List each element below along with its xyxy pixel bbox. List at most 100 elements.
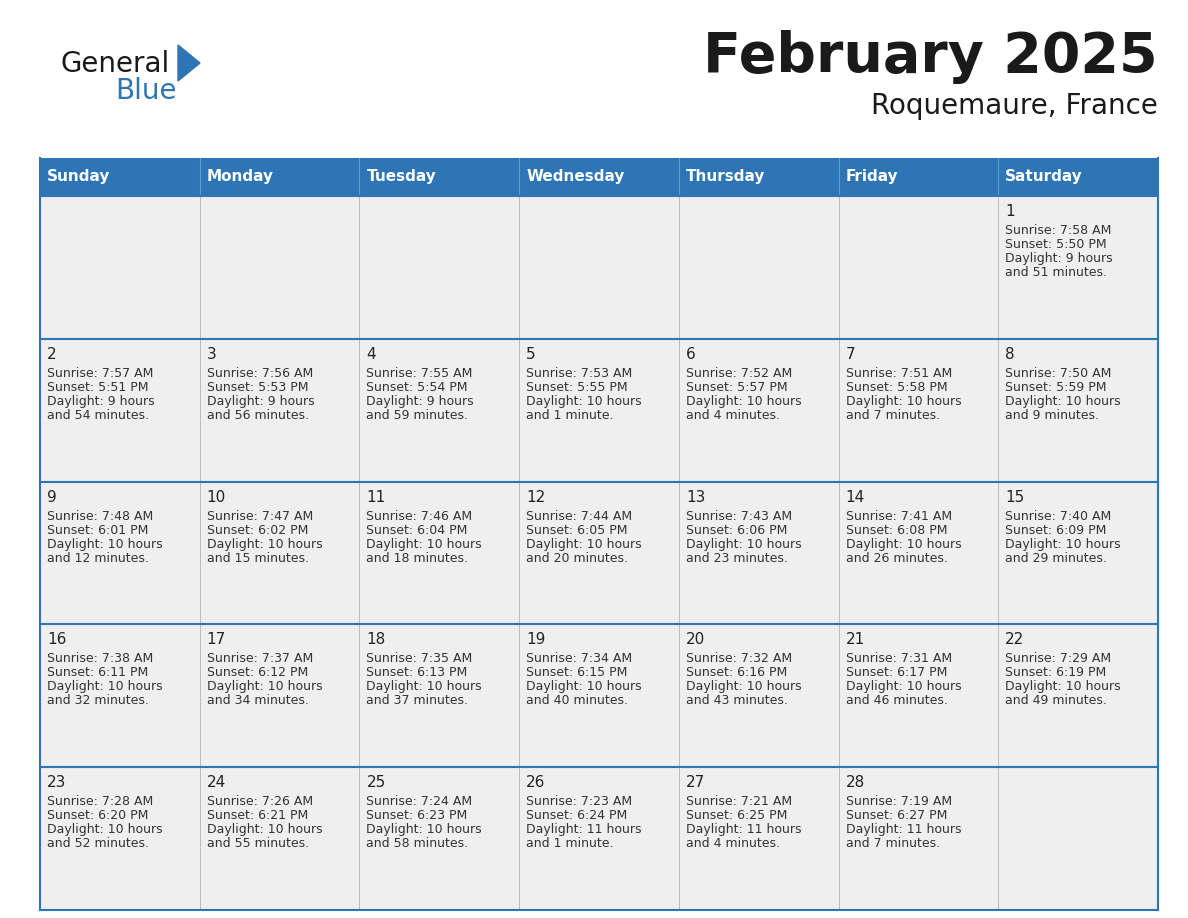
Text: Sunrise: 7:46 AM: Sunrise: 7:46 AM: [366, 509, 473, 522]
Text: 20: 20: [685, 633, 706, 647]
Text: Sunrise: 7:28 AM: Sunrise: 7:28 AM: [48, 795, 153, 808]
Text: Sunset: 6:24 PM: Sunset: 6:24 PM: [526, 809, 627, 823]
Text: Blue: Blue: [115, 77, 177, 105]
Text: Sunset: 6:12 PM: Sunset: 6:12 PM: [207, 666, 308, 679]
Text: Sunset: 5:51 PM: Sunset: 5:51 PM: [48, 381, 148, 394]
Text: Monday: Monday: [207, 170, 273, 185]
Text: Sunday: Sunday: [48, 170, 110, 185]
Text: 18: 18: [366, 633, 386, 647]
Text: Daylight: 10 hours: Daylight: 10 hours: [1005, 680, 1121, 693]
Text: Sunrise: 7:24 AM: Sunrise: 7:24 AM: [366, 795, 473, 808]
Text: 25: 25: [366, 775, 386, 790]
Text: and 58 minutes.: and 58 minutes.: [366, 837, 468, 850]
Text: and 40 minutes.: and 40 minutes.: [526, 694, 628, 708]
Text: and 15 minutes.: and 15 minutes.: [207, 552, 309, 565]
Text: and 34 minutes.: and 34 minutes.: [207, 694, 309, 708]
Text: Saturday: Saturday: [1005, 170, 1083, 185]
Text: 9: 9: [48, 489, 57, 505]
Text: 23: 23: [48, 775, 67, 790]
Text: General: General: [61, 50, 169, 78]
Text: 17: 17: [207, 633, 226, 647]
Text: Sunrise: 7:55 AM: Sunrise: 7:55 AM: [366, 367, 473, 380]
Text: Daylight: 10 hours: Daylight: 10 hours: [48, 823, 163, 836]
Text: Sunset: 6:04 PM: Sunset: 6:04 PM: [366, 523, 468, 537]
Text: 13: 13: [685, 489, 706, 505]
Text: Daylight: 10 hours: Daylight: 10 hours: [526, 680, 642, 693]
Text: and 52 minutes.: and 52 minutes.: [48, 837, 148, 850]
Text: Sunrise: 7:41 AM: Sunrise: 7:41 AM: [846, 509, 952, 522]
Text: Sunset: 6:08 PM: Sunset: 6:08 PM: [846, 523, 947, 537]
Text: Sunrise: 7:44 AM: Sunrise: 7:44 AM: [526, 509, 632, 522]
Text: Roquemaure, France: Roquemaure, France: [871, 92, 1158, 120]
Text: Sunset: 6:21 PM: Sunset: 6:21 PM: [207, 809, 308, 823]
Text: 16: 16: [48, 633, 67, 647]
Text: and 12 minutes.: and 12 minutes.: [48, 552, 148, 565]
Text: Daylight: 10 hours: Daylight: 10 hours: [685, 680, 802, 693]
Text: and 7 minutes.: and 7 minutes.: [846, 409, 940, 421]
Text: Thursday: Thursday: [685, 170, 765, 185]
Text: 14: 14: [846, 489, 865, 505]
Bar: [40, 339, 1158, 482]
Text: Sunrise: 7:58 AM: Sunrise: 7:58 AM: [1005, 224, 1112, 237]
Bar: [40, 482, 1158, 624]
Text: February 2025: February 2025: [703, 30, 1158, 84]
Text: Daylight: 9 hours: Daylight: 9 hours: [1005, 252, 1113, 265]
Text: Sunset: 5:59 PM: Sunset: 5:59 PM: [1005, 381, 1107, 394]
Text: Sunrise: 7:43 AM: Sunrise: 7:43 AM: [685, 509, 792, 522]
Text: 27: 27: [685, 775, 706, 790]
Text: 1: 1: [1005, 204, 1015, 219]
Text: Sunset: 6:01 PM: Sunset: 6:01 PM: [48, 523, 148, 537]
Text: Sunrise: 7:56 AM: Sunrise: 7:56 AM: [207, 367, 312, 380]
Text: Daylight: 10 hours: Daylight: 10 hours: [685, 395, 802, 408]
Text: and 56 minutes.: and 56 minutes.: [207, 409, 309, 421]
Text: 6: 6: [685, 347, 696, 362]
Text: Sunrise: 7:26 AM: Sunrise: 7:26 AM: [207, 795, 312, 808]
Text: Sunset: 6:25 PM: Sunset: 6:25 PM: [685, 809, 788, 823]
Text: 15: 15: [1005, 489, 1024, 505]
Text: and 32 minutes.: and 32 minutes.: [48, 694, 148, 708]
Text: Sunrise: 7:40 AM: Sunrise: 7:40 AM: [1005, 509, 1112, 522]
Text: Sunset: 6:19 PM: Sunset: 6:19 PM: [1005, 666, 1106, 679]
Text: Sunrise: 7:23 AM: Sunrise: 7:23 AM: [526, 795, 632, 808]
Text: Daylight: 10 hours: Daylight: 10 hours: [685, 538, 802, 551]
Text: Daylight: 10 hours: Daylight: 10 hours: [48, 538, 163, 551]
Text: 7: 7: [846, 347, 855, 362]
Text: and 43 minutes.: and 43 minutes.: [685, 694, 788, 708]
Text: Sunset: 6:11 PM: Sunset: 6:11 PM: [48, 666, 148, 679]
Text: 5: 5: [526, 347, 536, 362]
Bar: [40, 158, 1158, 196]
Text: Sunset: 6:02 PM: Sunset: 6:02 PM: [207, 523, 308, 537]
Text: Sunset: 5:55 PM: Sunset: 5:55 PM: [526, 381, 627, 394]
Text: and 4 minutes.: and 4 minutes.: [685, 409, 779, 421]
Text: Sunrise: 7:47 AM: Sunrise: 7:47 AM: [207, 509, 312, 522]
Text: Daylight: 9 hours: Daylight: 9 hours: [207, 395, 315, 408]
Text: Daylight: 11 hours: Daylight: 11 hours: [526, 823, 642, 836]
Text: 22: 22: [1005, 633, 1024, 647]
Text: Daylight: 9 hours: Daylight: 9 hours: [366, 395, 474, 408]
Text: Sunset: 6:20 PM: Sunset: 6:20 PM: [48, 809, 148, 823]
Text: Sunset: 6:06 PM: Sunset: 6:06 PM: [685, 523, 788, 537]
Text: 4: 4: [366, 347, 377, 362]
Text: Sunset: 6:05 PM: Sunset: 6:05 PM: [526, 523, 627, 537]
Text: Sunset: 5:53 PM: Sunset: 5:53 PM: [207, 381, 308, 394]
Text: 8: 8: [1005, 347, 1015, 362]
Text: and 1 minute.: and 1 minute.: [526, 409, 614, 421]
Text: and 18 minutes.: and 18 minutes.: [366, 552, 468, 565]
Text: Daylight: 10 hours: Daylight: 10 hours: [1005, 538, 1121, 551]
Text: Sunrise: 7:37 AM: Sunrise: 7:37 AM: [207, 653, 312, 666]
Text: Sunset: 6:16 PM: Sunset: 6:16 PM: [685, 666, 788, 679]
Text: Daylight: 10 hours: Daylight: 10 hours: [366, 538, 482, 551]
Text: Sunset: 6:09 PM: Sunset: 6:09 PM: [1005, 523, 1107, 537]
Text: and 55 minutes.: and 55 minutes.: [207, 837, 309, 850]
Text: 26: 26: [526, 775, 545, 790]
Text: and 23 minutes.: and 23 minutes.: [685, 552, 788, 565]
Text: Sunrise: 7:52 AM: Sunrise: 7:52 AM: [685, 367, 792, 380]
Text: and 54 minutes.: and 54 minutes.: [48, 409, 148, 421]
Text: Daylight: 10 hours: Daylight: 10 hours: [526, 395, 642, 408]
Text: Sunset: 5:57 PM: Sunset: 5:57 PM: [685, 381, 788, 394]
Text: Sunrise: 7:21 AM: Sunrise: 7:21 AM: [685, 795, 792, 808]
Text: 21: 21: [846, 633, 865, 647]
Text: Sunrise: 7:51 AM: Sunrise: 7:51 AM: [846, 367, 952, 380]
Text: Sunrise: 7:34 AM: Sunrise: 7:34 AM: [526, 653, 632, 666]
Text: Daylight: 10 hours: Daylight: 10 hours: [1005, 395, 1121, 408]
